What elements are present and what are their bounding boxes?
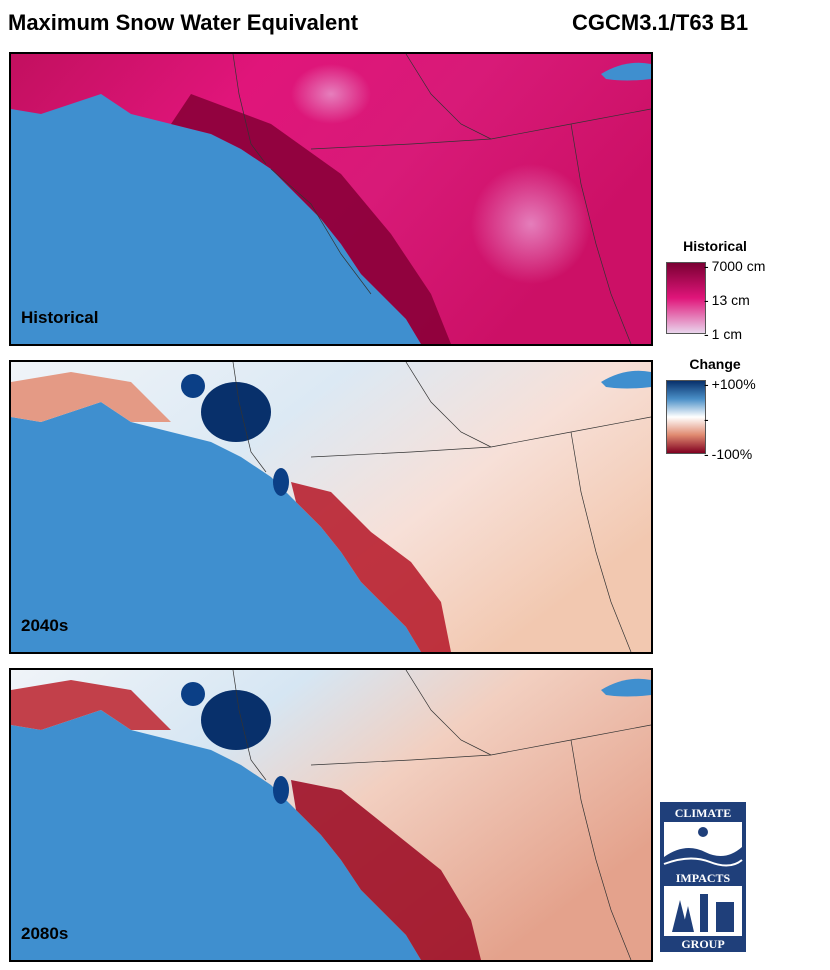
logo-top-text: CLIMATE xyxy=(675,806,731,820)
logo-graphic: CLIMATE IMPACTS GROUP xyxy=(660,802,746,952)
map-2080s xyxy=(11,670,651,960)
legend-historical-tick-bottom: 1 cm xyxy=(704,326,742,342)
logo-bottom-text: GROUP xyxy=(681,937,724,951)
legend-historical-tick-mid: 13 cm xyxy=(704,292,750,308)
coast-band-historical xyxy=(171,94,451,344)
map-historical xyxy=(11,54,651,344)
west-loss-2080s xyxy=(11,680,171,730)
lake-historical xyxy=(601,62,651,81)
logo-mid-text: IMPACTS xyxy=(676,871,731,885)
legend-change-tick-mid xyxy=(704,411,712,427)
panel-label-historical: Historical xyxy=(21,308,99,327)
legend-change-tick-bottom: -100% xyxy=(704,446,752,462)
panel-label-2040s: 2040s xyxy=(21,616,69,635)
borders-historical xyxy=(232,54,651,344)
borders-2040s xyxy=(232,362,651,652)
gain-spot-2040s-2 xyxy=(273,468,289,496)
map-panel-historical: Historical xyxy=(9,52,653,346)
legend-change-bar xyxy=(666,380,706,454)
high-area-historical-2 xyxy=(291,64,371,124)
map-panel-2080s: 2080s xyxy=(9,668,653,962)
panel-label-2080s: 2080s xyxy=(21,924,69,943)
coastal-loss-2080s xyxy=(291,780,481,960)
lake-2080s xyxy=(601,678,651,697)
map-2040s xyxy=(11,362,651,652)
gain-area-2040s xyxy=(201,382,271,442)
model-title: CGCM3.1/T63 B1 xyxy=(572,10,749,35)
coastal-loss-2040s xyxy=(291,482,451,652)
borders-2080s xyxy=(232,670,651,960)
gain-spot-2040s xyxy=(181,374,205,398)
lake-2040s xyxy=(601,370,651,389)
map-panel-2040s: 2040s xyxy=(9,360,653,654)
legend-historical-tick-top: 7000 cm xyxy=(704,258,766,274)
west-loss-2040s xyxy=(11,372,171,422)
legend-historical: Historical 7000 cm 13 cm 1 cm xyxy=(660,238,790,342)
legend-change: Change +100% -100% xyxy=(660,356,790,466)
gain-spot-2080s xyxy=(181,682,205,706)
legend-historical-title: Historical xyxy=(683,238,747,254)
climate-impacts-group-logo: CLIMATE IMPACTS GROUP xyxy=(660,802,746,952)
gain-spot-2080s-2 xyxy=(273,776,289,804)
gain-area-2080s xyxy=(201,690,271,750)
legend-change-tick-top: +100% xyxy=(704,376,756,392)
legend-historical-bar xyxy=(666,262,706,334)
high-area-historical xyxy=(471,164,591,284)
legend-change-title: Change xyxy=(689,356,741,372)
main-title: Maximum Snow Water Equivalent xyxy=(8,10,359,35)
